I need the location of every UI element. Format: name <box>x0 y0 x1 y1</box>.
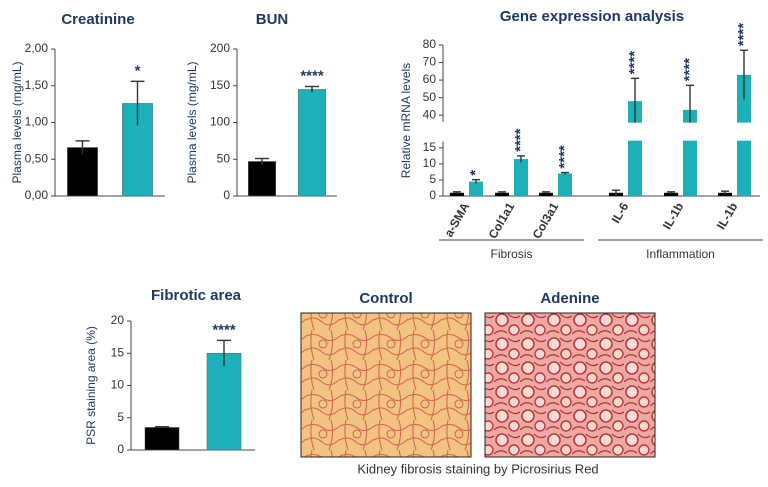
group-label: Inflammation <box>646 247 715 261</box>
chart-title: Gene expression analysis <box>500 8 684 25</box>
image-title: Adenine <box>540 290 599 307</box>
chart-title: BUN <box>256 11 289 28</box>
annotation: * <box>467 170 484 176</box>
y-tick-label: 60 <box>423 72 437 86</box>
y-tick-label: 15 <box>111 345 125 359</box>
y-tick-label: 0 <box>223 188 230 202</box>
y-tick-label: 5 <box>117 410 124 424</box>
annotation: **** <box>626 51 643 75</box>
annotation: **** <box>681 58 698 82</box>
chart-title: Fibrotic area <box>151 287 242 304</box>
y-tick-label: 1,50 <box>25 78 49 92</box>
annotation: **** <box>512 128 529 152</box>
annotation: **** <box>735 23 752 47</box>
y-tick-label: 10 <box>111 378 125 392</box>
y-tick-label: 15 <box>423 140 437 154</box>
image-title: Control <box>359 290 412 307</box>
caption: Kidney fibrosis staining by Picrosirius … <box>357 461 598 476</box>
y-tick-label: 0 <box>117 442 124 456</box>
bar <box>558 173 572 196</box>
annotation: **** <box>212 321 236 338</box>
bar <box>144 427 180 451</box>
y-tick-label: 5 <box>429 172 436 186</box>
x-tick-label: Col3a1 <box>530 200 562 241</box>
x-tick-label: a-SMA <box>442 200 473 240</box>
y-tick-label: 1,00 <box>25 115 49 129</box>
y-tick-label: 40 <box>423 107 437 121</box>
y-tick-label: 200 <box>210 41 230 55</box>
y-tick-label: 20 <box>111 313 125 327</box>
x-tick-label: Col1a1 <box>486 200 518 241</box>
y-tick-label: 0,00 <box>25 188 49 202</box>
y-tick-label: 100 <box>210 115 230 129</box>
y-tick-label: 70 <box>423 55 437 69</box>
x-tick-label: IL-1b <box>714 200 740 232</box>
x-tick-label: IL-1b <box>660 200 686 232</box>
bar <box>514 159 528 196</box>
y-tick-label: 10 <box>423 156 437 170</box>
y-tick-label: 50 <box>423 90 437 104</box>
adenine-image <box>484 312 656 458</box>
y-axis-label: Plasma levels (mg/mL) <box>185 61 199 183</box>
axis-break <box>445 122 762 141</box>
bar <box>298 89 326 197</box>
y-tick-label: 0,50 <box>25 151 49 165</box>
annotation: * <box>135 62 141 79</box>
bar <box>495 192 509 196</box>
y-tick-label: 0 <box>429 188 436 202</box>
y-axis-label: Plasma levels (mg/mL) <box>10 61 24 183</box>
y-axis-label: Relative mRNA levels <box>399 63 413 178</box>
bar <box>67 147 98 197</box>
chart-title: Creatinine <box>61 11 134 28</box>
bar <box>664 192 678 196</box>
bar <box>469 181 483 196</box>
y-tick-label: 150 <box>210 78 230 92</box>
control-image <box>300 312 472 458</box>
y-axis-label: PSR staining area (%) <box>84 326 98 445</box>
group-label: Fibrosis <box>490 247 532 261</box>
x-tick-label: IL-6 <box>609 200 632 226</box>
y-tick-label: 2,00 <box>25 41 49 55</box>
annotation: **** <box>300 67 324 84</box>
bar <box>450 192 464 196</box>
bar <box>539 192 553 196</box>
annotation: **** <box>556 145 573 169</box>
y-tick-label: 50 <box>217 151 231 165</box>
bar <box>206 353 242 451</box>
bar <box>248 161 276 197</box>
y-tick-label: 80 <box>423 37 437 51</box>
